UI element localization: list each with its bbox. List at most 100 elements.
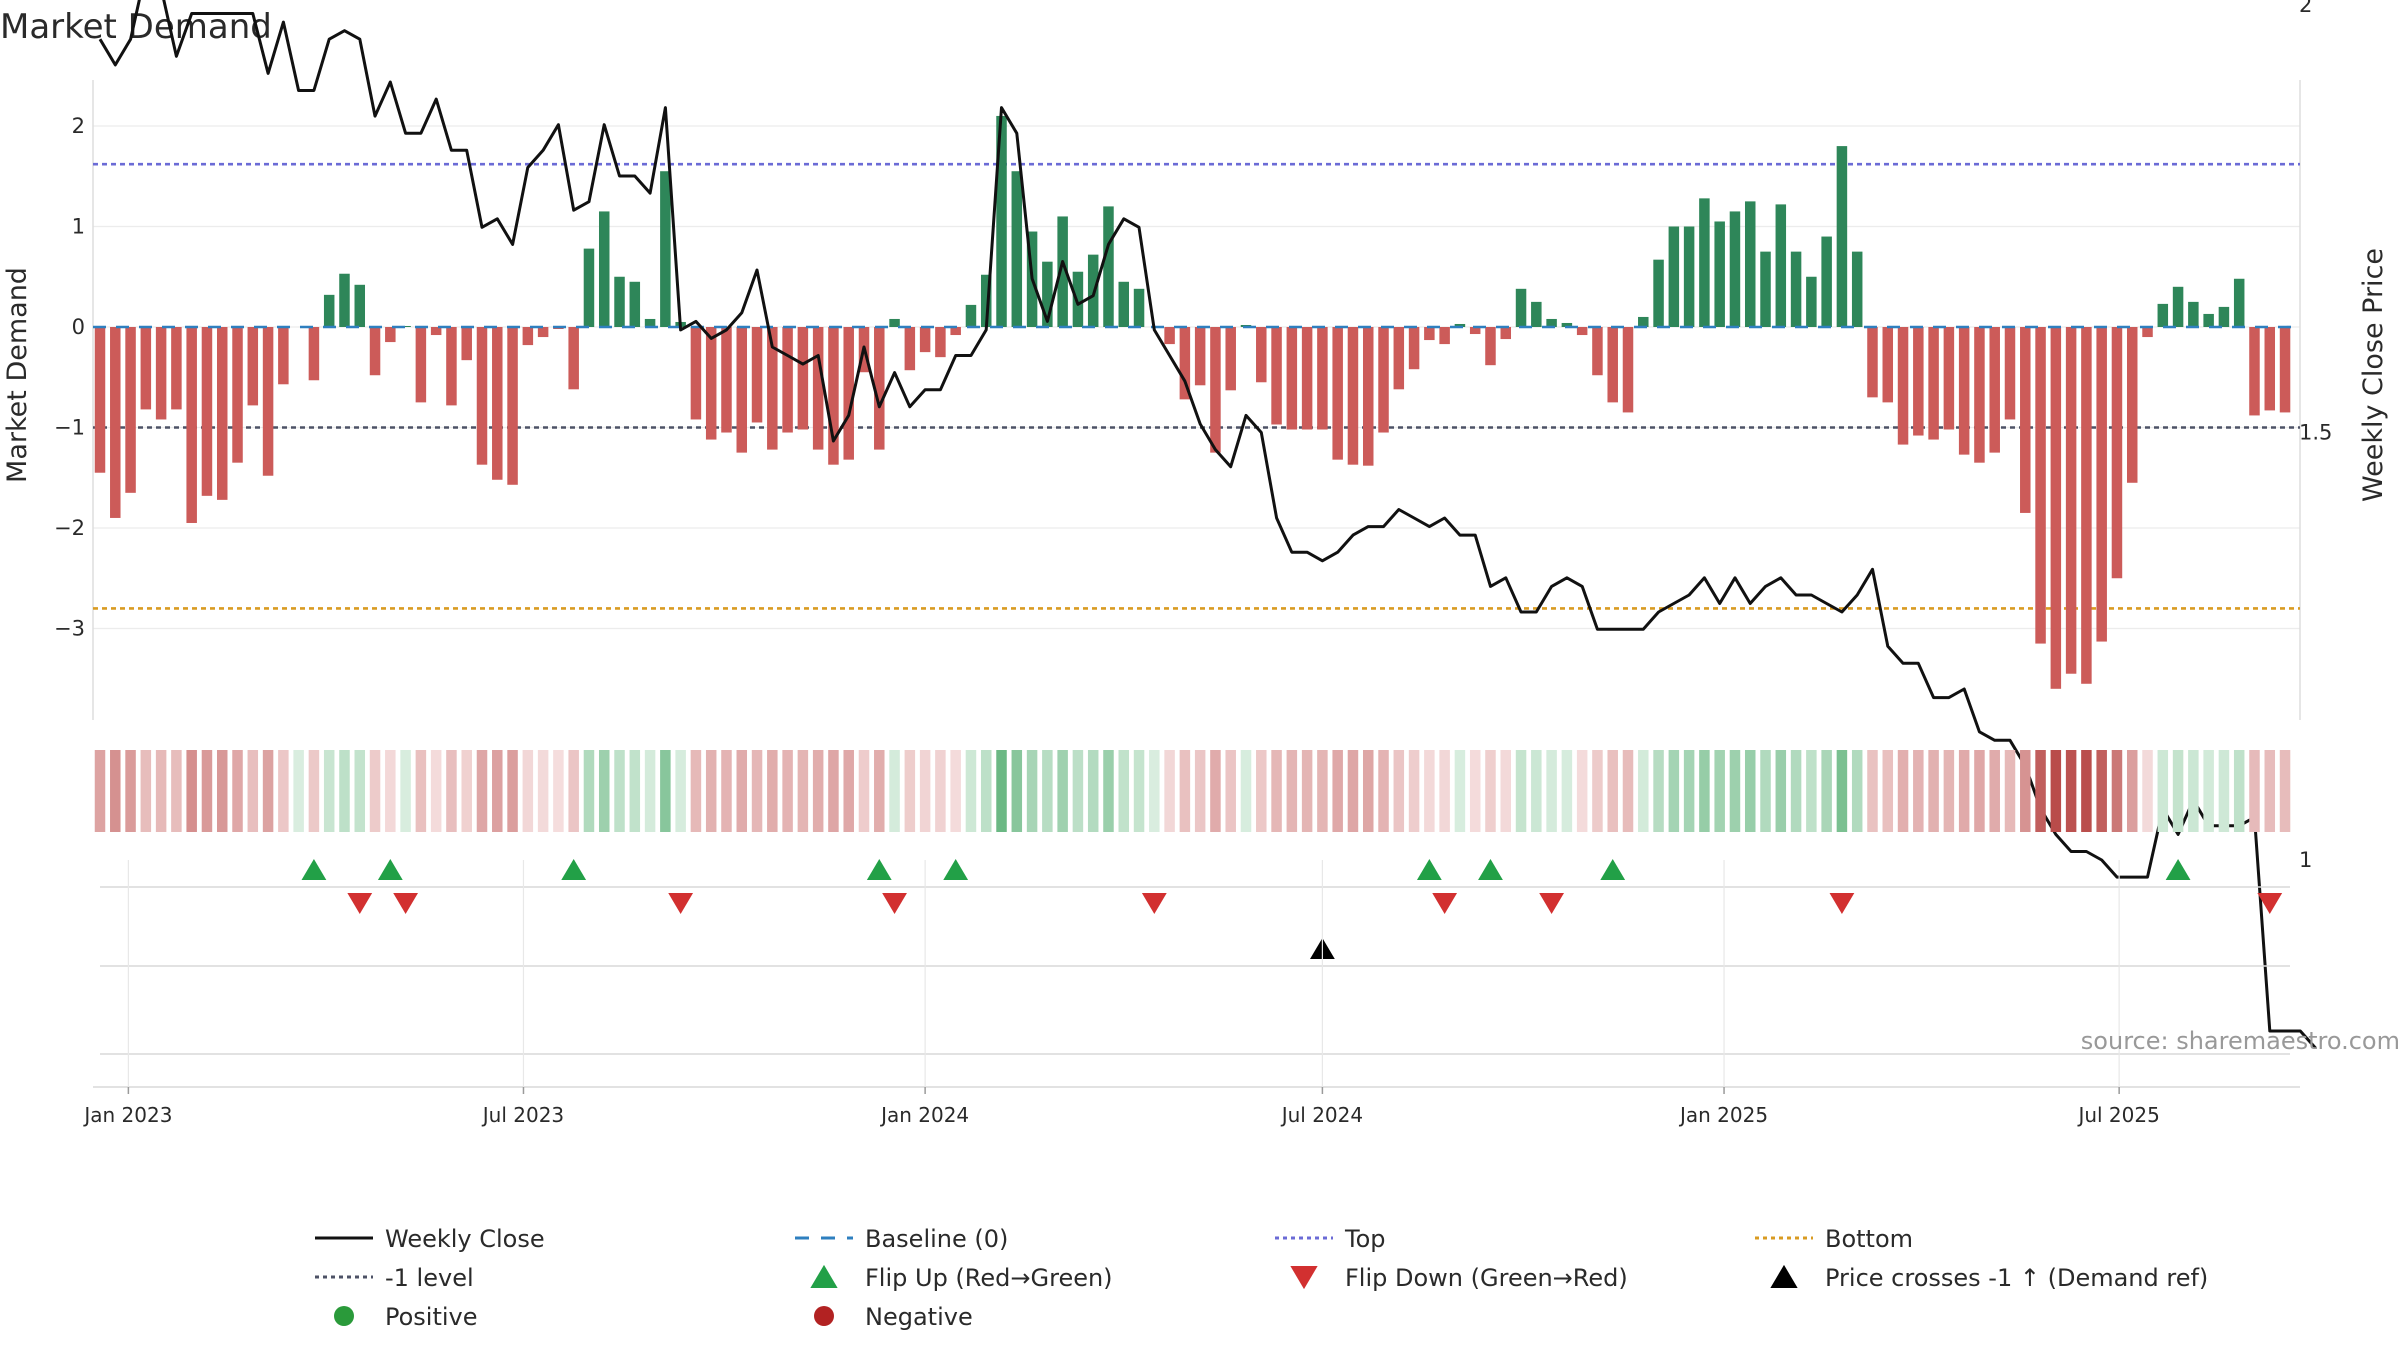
demand-bar (568, 327, 579, 390)
demand-bar (1622, 327, 1634, 413)
heat-strip-cell (1210, 750, 1221, 832)
legend-label: Bottom (1825, 1225, 1913, 1253)
heat-strip-cell (721, 750, 732, 832)
demand-bar (1607, 327, 1618, 403)
heat-strip-cell (1057, 750, 1068, 832)
heat-strip-cell (262, 750, 274, 832)
source-note: source: sharemaestro.com (2081, 1027, 2400, 1055)
demand-bar (598, 211, 610, 327)
heat-strip-cell (1638, 750, 1649, 832)
heat-strip-cell (889, 750, 900, 832)
heat-strip-cell (293, 750, 304, 832)
demand-bar (2065, 327, 2077, 674)
legend-label: Price crosses -1 ↑ (Demand ref) (1825, 1264, 2208, 1292)
demand-bar (1653, 259, 1664, 327)
demand-bar (1943, 327, 1955, 430)
legend-swatch (1770, 1264, 1798, 1288)
heat-strip-cell (110, 750, 121, 832)
heat-strip-cell (2218, 750, 2230, 832)
heat-strip-cell (2203, 750, 2214, 832)
heat-strip-cell (308, 750, 320, 832)
flip-down-marker (347, 893, 373, 914)
demand-bar (1103, 206, 1114, 327)
legend-label: Positive (385, 1303, 478, 1331)
demand-bar (476, 327, 488, 465)
flip-up-marker (2165, 859, 2191, 880)
heat-strip-cell (950, 750, 961, 832)
demand-bar (2126, 327, 2138, 483)
heat-strip-cell (522, 750, 534, 832)
heat-strip-cell (492, 750, 503, 832)
flip-down-marker (1539, 893, 1564, 914)
heat-strip-cell (2249, 750, 2260, 832)
heat-strip-cell (1469, 750, 1481, 832)
demand-bar (1347, 327, 1359, 465)
demand-bar (874, 327, 885, 450)
heat-strip-cell (598, 750, 610, 832)
heat-strip-cell (247, 750, 259, 832)
flip-up-marker (866, 859, 892, 880)
heat-strip-cell (2111, 750, 2123, 832)
flip-down-marker (1432, 893, 1458, 914)
legend-label: Weekly Close (385, 1225, 545, 1253)
heat-strip-cell (583, 750, 595, 832)
heat-strip-cell (644, 750, 656, 832)
x-tick-label: Jul 2023 (481, 1103, 564, 1127)
flip-up-marker (943, 859, 969, 880)
demand-bar (308, 327, 320, 381)
demand-bar (1561, 322, 1573, 327)
heat-strip-cell (125, 750, 136, 832)
demand-bar (537, 327, 549, 338)
demand-bar (1072, 271, 1084, 327)
signal-markers (93, 859, 2300, 1088)
heat-strip-cell (1668, 750, 1680, 832)
demand-bar (1332, 327, 1343, 460)
demand-bar (339, 273, 350, 327)
demand-bar (430, 327, 442, 336)
heat-strip-cell (537, 750, 549, 832)
heat-strip-cell (278, 750, 289, 832)
demand-bar (369, 327, 381, 376)
demand-bar (1897, 327, 1909, 445)
demand-bar (660, 171, 671, 327)
x-tick-label: Jul 2025 (2076, 1103, 2159, 1127)
y2-tick-label: 1.5 (2299, 421, 2332, 445)
heat-strip-cell (1347, 750, 1359, 832)
demand-bar (1867, 327, 1878, 398)
y-tick-label: −1 (54, 416, 85, 440)
demand-bar (2142, 327, 2153, 338)
heat-strip-cell (1362, 750, 1374, 832)
heat-strip-cell (232, 750, 243, 832)
demand-bar (1531, 301, 1542, 327)
y2-axis-label: Weekly Close Price (2358, 248, 2389, 502)
demand-bar (1469, 327, 1481, 335)
demand-bar (1164, 327, 1175, 345)
heat-strip-cell (843, 750, 854, 832)
demand-bar (2020, 327, 2031, 513)
heat-strip-cell (2279, 750, 2291, 832)
heat-strip-cell (935, 750, 946, 832)
heat-strip-cell (1393, 750, 1405, 832)
heat-strip-cell (736, 750, 748, 832)
y-tick-label: −3 (54, 617, 85, 641)
heat-strip-cell (1851, 750, 1863, 832)
heat-strip-cell (705, 750, 717, 832)
demand-bar (125, 327, 136, 493)
demand-bar (721, 327, 732, 433)
demand-bar (323, 294, 335, 327)
heat-strip-cell (1408, 750, 1420, 832)
demand-bar (1210, 327, 1221, 453)
legend-swatch (334, 1306, 354, 1326)
demand-bar (2050, 327, 2062, 689)
heat-strip-cell (2172, 750, 2184, 832)
demand-bar (155, 327, 167, 420)
demand-bar (1515, 288, 1527, 327)
demand-bar (1760, 251, 1771, 327)
heat-strip-cell (2142, 750, 2153, 832)
demand-bar (1057, 216, 1068, 327)
demand-bar (736, 327, 748, 453)
heat-strip-cell (1744, 750, 1756, 832)
flip-up-marker (1478, 859, 1503, 880)
heat-strip-cell (690, 750, 702, 832)
